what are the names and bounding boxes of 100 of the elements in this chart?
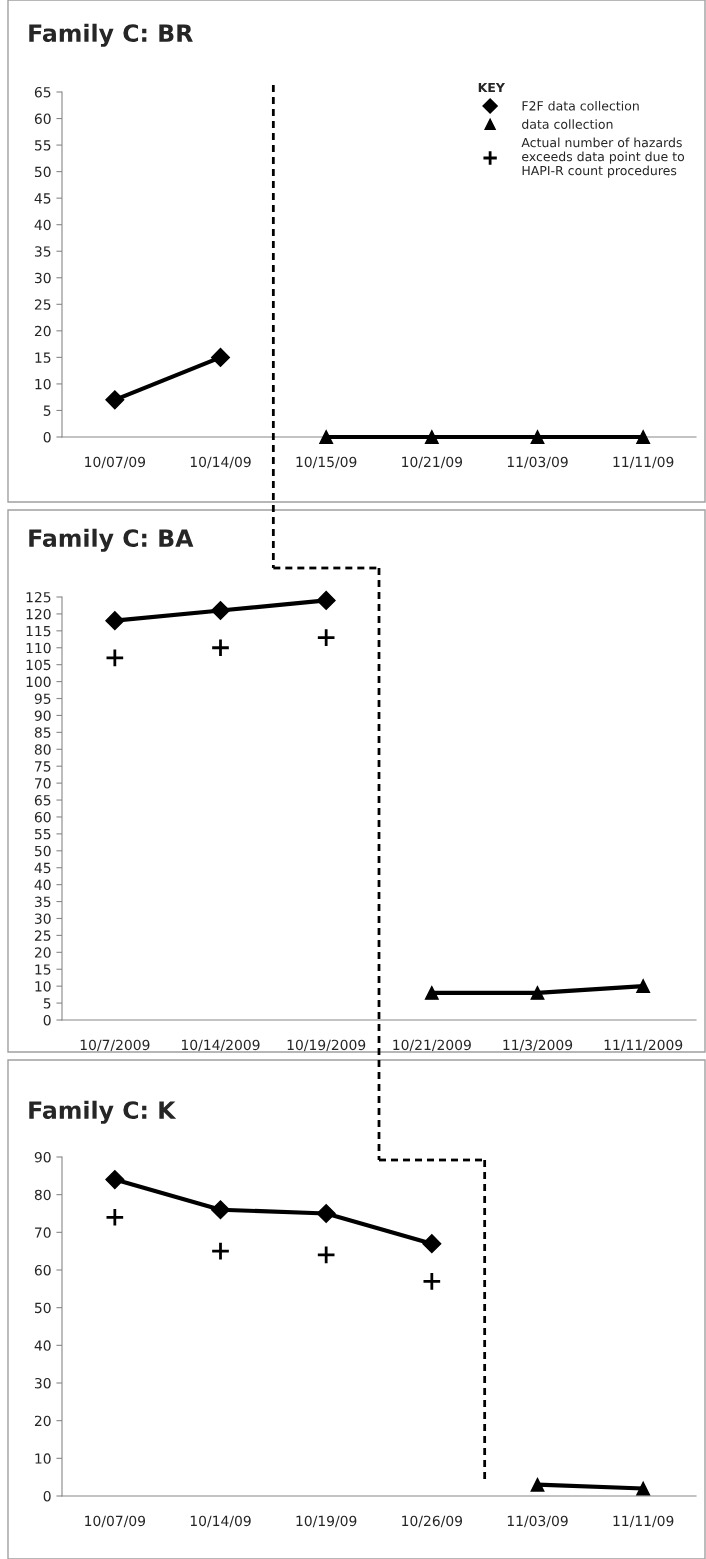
x-tick-label: 11/11/09 (613, 456, 674, 469)
x-tick-label: 11/03/09 (507, 1515, 568, 1528)
chart-title: Family C: BA (29, 528, 194, 552)
y-tick-label: 85 (34, 727, 51, 738)
x-tick-label: 10/26/09 (402, 1515, 463, 1528)
y-tick-label: 60 (34, 1264, 51, 1276)
y-tick-label: 15 (35, 964, 51, 975)
legend-label: F2F data collection (522, 100, 639, 111)
legend-label: Actual number of hazards exceeds data point due to HAPI-R count procedures (521, 137, 685, 178)
y-tick-label: 35 (34, 896, 51, 908)
point (316, 627, 336, 648)
point (105, 648, 125, 668)
point (210, 1200, 231, 1220)
y-tick-label: 40 (34, 879, 51, 891)
x-tick-label: 10/15/09 (296, 456, 357, 469)
y-tick-label: 5 (43, 405, 51, 416)
y-tick-label: 105 (26, 659, 51, 671)
y-tick-label: 50 (34, 1302, 51, 1314)
y-tick-label: 70 (35, 1227, 51, 1238)
point (530, 1477, 545, 1492)
x-tick-label: 10/21/09 (402, 456, 463, 469)
y-tick-label: 5 (43, 998, 51, 1009)
y-tick-label: 20 (34, 1415, 51, 1427)
y-tick-label: 75 (35, 761, 51, 772)
y-tick-label: 45 (34, 862, 51, 874)
y-tick-label: 30 (34, 1377, 51, 1389)
y-tick-label: 60 (34, 811, 51, 823)
point (636, 1481, 651, 1496)
point (424, 985, 439, 1000)
point (316, 1203, 336, 1224)
point (105, 390, 125, 410)
x-tick-label: 10/07/09 (85, 1515, 146, 1528)
y-tick-label: 45 (34, 193, 51, 204)
x-tick-label: 10/21/2009 (393, 1039, 471, 1052)
y-tick-label: 0 (43, 431, 51, 443)
point (210, 1241, 231, 1261)
y-tick-label: 80 (34, 1189, 51, 1201)
point (530, 985, 545, 1000)
y-tick-label: 90 (34, 1151, 51, 1163)
y-tick-label: 10 (35, 378, 51, 390)
x-tick-label: 10/14/09 (190, 456, 251, 469)
y-tick-label: 35 (34, 246, 51, 257)
y-tick-label: 20 (34, 947, 51, 958)
y-tick-label: 80 (34, 744, 51, 755)
y-tick-label: 50 (34, 845, 51, 857)
point (422, 1271, 442, 1292)
y-tick-label: 30 (34, 913, 51, 924)
y-tick-label: 60 (34, 113, 51, 125)
y-tick-label: 50 (34, 166, 51, 178)
x-tick-label: 10/19/2009 (287, 1039, 366, 1052)
y-tick-label: 25 (34, 299, 51, 310)
y-tick-label: 70 (35, 778, 51, 789)
y-tick-label: 30 (34, 272, 51, 284)
x-tick-label: 10/14/2009 (182, 1039, 260, 1052)
point (210, 638, 231, 658)
legend-title: KEY (478, 82, 506, 93)
point (530, 430, 545, 444)
point (210, 601, 231, 621)
y-tick-label: 120 (26, 608, 51, 620)
point (636, 979, 651, 994)
y-tick-label: 55 (34, 829, 51, 840)
y-tick-label: 40 (34, 219, 51, 231)
y-tick-label: 0 (43, 1014, 51, 1026)
y-tick-label: 10 (35, 1453, 51, 1464)
y-tick-label: 65 (34, 86, 51, 98)
point (105, 1170, 125, 1190)
y-tick-label: 25 (34, 930, 51, 941)
point (319, 430, 334, 444)
y-tick-label: 20 (34, 325, 51, 337)
y-tick-label: 65 (34, 795, 51, 806)
x-tick-label: 10/7/2009 (80, 1039, 150, 1052)
x-tick-label: 11/3/2009 (503, 1039, 573, 1052)
y-tick-label: 115 (26, 625, 51, 637)
x-tick-label: 11/03/09 (507, 456, 568, 469)
x-tick-label: 10/07/09 (85, 456, 146, 469)
point (636, 430, 651, 444)
legend-label: data collection (522, 119, 613, 129)
y-tick-label: 10 (35, 981, 51, 992)
point (210, 347, 231, 367)
y-tick-label: 100 (26, 676, 51, 688)
point (316, 1245, 336, 1265)
chart-title: Family C: K (29, 1100, 177, 1124)
point (316, 590, 336, 610)
x-tick-label: 10/19/09 (296, 1515, 357, 1528)
point (424, 430, 439, 444)
y-tick-label: 125 (26, 591, 51, 603)
point (105, 611, 125, 631)
y-tick-label: 95 (34, 693, 51, 704)
y-tick-label: 15 (35, 352, 51, 363)
y-tick-label: 55 (34, 140, 51, 151)
x-tick-label: 11/11/09 (613, 1515, 674, 1528)
point (105, 1207, 125, 1227)
y-tick-label: 40 (34, 1340, 51, 1351)
y-tick-label: 90 (34, 710, 51, 721)
x-tick-label: 10/14/09 (190, 1515, 251, 1528)
point (422, 1234, 442, 1254)
y-tick-label: 0 (43, 1490, 51, 1502)
y-tick-label: 110 (26, 642, 51, 654)
x-tick-label: 11/11/2009 (604, 1039, 683, 1052)
chart-title: Family C: BR (29, 23, 193, 47)
